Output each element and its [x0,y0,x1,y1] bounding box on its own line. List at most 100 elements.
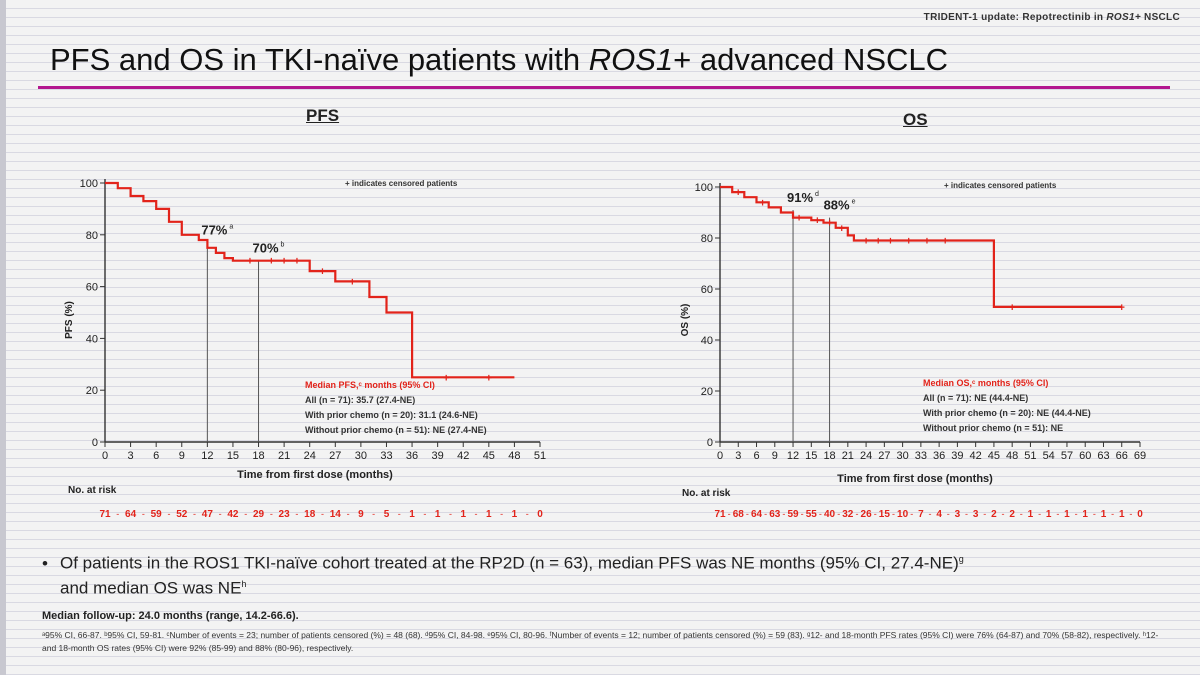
c2-risk-dash: - [782,509,785,519]
c1-x-tick-label: 51 [534,450,546,462]
c1-median-title: Median PFS,ᶜ months (95% CI) [305,380,435,390]
c1-x-tick-label: 30 [355,450,367,462]
c2-x-tick-label: 39 [951,450,963,462]
c2-censor-mark: + [1009,302,1015,314]
c2-x-tick-label: 45 [988,450,1000,462]
c2-x-tick-label: 30 [896,450,908,462]
c2-x-tick-label: 0 [717,450,723,462]
c1-risk-count: 71 [99,509,111,520]
bullet-dot: • [42,553,48,573]
c1-y-tick-label: 80 [86,230,98,242]
c2-risk-dash: - [983,509,986,519]
c1-x-tick-label: 27 [329,450,341,462]
c2-censor-mark: + [1119,302,1125,314]
c1-y-tick-label: 60 [86,282,98,294]
c1-risk-count: 47 [202,509,214,520]
c1-risk-count: 29 [253,509,265,520]
c2-x-tick-label: 33 [915,450,927,462]
c2-risk-count: 4 [936,509,942,520]
c1-risk-count: 64 [125,509,137,520]
c2-x-tick-label: 3 [735,450,741,462]
c1-censor-mark: + [294,256,300,268]
c2-risk-count: 63 [769,509,781,520]
c1-x-axis-label: Time from first dose (months) [237,469,393,481]
c1-x-tick-label: 9 [179,450,185,462]
c2-censor-mark: + [887,236,893,248]
c1-x-tick-label: 39 [432,450,444,462]
c1-risk-count: 1 [409,509,415,520]
c2-x-tick-label: 36 [933,450,945,462]
c1-risk-count: 59 [151,509,163,520]
c1-rate-label-1: 77% [201,223,227,238]
c2-median-row: With prior chemo (n = 20): NE (44.4-NE) [923,408,1091,418]
c1-x-tick-label: 15 [227,450,239,462]
c2-risk-dash: - [764,509,767,519]
c2-risk-count: 1 [1028,509,1034,520]
median-followup: Median follow-up: 24.0 months (range, 14… [42,610,299,622]
c2-x-tick-label: 57 [1061,450,1073,462]
slide-title: PFS and OS in TKI-naïve patients with RO… [50,42,949,77]
c1-x-tick-label: 36 [406,450,418,462]
c2-y-tick-label: 40 [701,335,713,347]
summary-bullet: • Of patients in the ROS1 TKI-naïve cohor… [42,553,964,598]
c2-risk-dash: - [947,509,950,519]
c1-censor-mark: + [443,372,449,384]
c2-rate-label-1: 91% [787,190,813,205]
c1-risk-label: No. at risk [68,485,117,496]
c1-rate-sup-1: a [229,224,233,231]
c2-risk-count: 2 [991,509,997,520]
c2-x-tick-label: 69 [1134,450,1146,462]
c1-x-tick-label: 45 [483,450,495,462]
c1-risk-count: 42 [227,509,239,520]
c1-y-tick-label: 100 [80,178,98,190]
c2-censor-mark: + [839,223,845,235]
c2-censor-mark: + [863,236,869,248]
c1-x-tick-label: 6 [153,450,159,462]
c1-risk-count: 1 [512,509,518,520]
c2-risk-count: 3 [955,509,961,520]
c1-risk-count: 9 [358,509,364,520]
c2-risk-count: 15 [879,509,891,520]
c1-x-tick-label: 24 [304,450,316,462]
c1-censor-mark: + [319,266,325,278]
c1-censor-mark: + [349,276,355,288]
c1-x-tick-label: 42 [457,450,469,462]
c1-median-row: With prior chemo (n = 20): 31.1 (24.6-NE… [305,410,478,420]
c2-median-row: Without prior chemo (n = 51): NE [923,423,1063,433]
c1-risk-count: 1 [486,509,492,520]
c1-km-curve [105,181,515,379]
c2-risk-dash: - [965,509,968,519]
c1-risk-dash: - [500,509,503,519]
c1-y-tick-label: 0 [92,437,98,449]
c2-x-tick-label: 24 [860,450,872,462]
c2-risk-count: 1 [1101,509,1107,520]
c2-risk-count: 2 [1009,509,1015,520]
c2-risk-dash: - [819,509,822,519]
c1-rate-sup-2: b [281,242,285,249]
c2-risk-count: 55 [806,509,818,520]
c2-x-tick-label: 51 [1024,450,1036,462]
c2-censor-mark: + [796,213,802,225]
slide-header: TRIDENT-1 update: Repotrectinib in ROS1+… [923,12,1180,23]
c1-risk-dash: - [372,509,375,519]
c1-risk-count: 5 [384,509,390,520]
c2-censor-mark: + [814,215,820,227]
c1-risk-dash: - [475,509,478,519]
footnotes: ᵃ95% CI, 66-87. ᵇ95% CI, 59-81. ᶜNumber … [42,630,1159,653]
c2-risk-count: 0 [1137,509,1143,520]
c2-y-tick-label: 60 [701,284,713,296]
c1-risk-dash: - [244,509,247,519]
c1-risk-dash: - [219,509,222,519]
c1-risk-count: 0 [537,509,543,520]
c2-x-tick-label: 48 [1006,450,1018,462]
c1-x-tick-label: 21 [278,450,290,462]
c2-risk-count: 7 [918,509,924,520]
c2-x-tick-label: 9 [772,450,778,462]
c2-risk-label: No. at risk [682,488,731,499]
c2-censor-mark: + [826,218,832,230]
c1-y-tick-label: 40 [86,333,98,345]
title-underline [38,86,1170,89]
c2-censor-mark: + [875,236,881,248]
